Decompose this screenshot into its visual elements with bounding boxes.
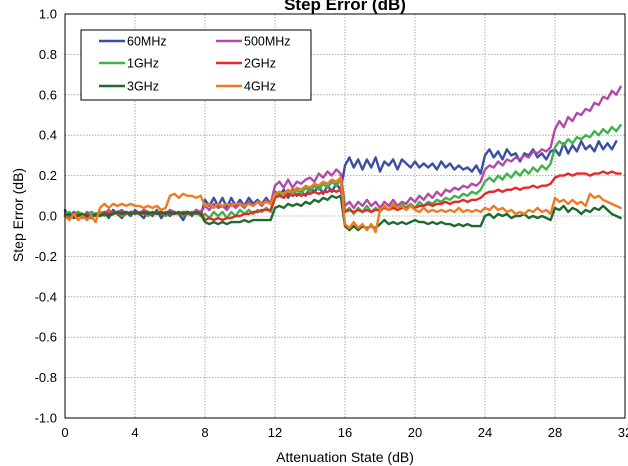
x-tick-label: 4	[131, 425, 138, 440]
y-tick-label: -1.0	[35, 411, 57, 426]
x-tick-label: 16	[338, 425, 352, 440]
legend-label: 2GHz	[244, 57, 276, 71]
x-tick-label: 24	[478, 425, 492, 440]
y-tick-labels: 1.0 0.8 0.6 0.4 0.2 0.0 -0.2 -0.4 -0.6 -0.8 -1.0	[35, 7, 57, 426]
x-tick-labels: 0 4 8 12 16 20 24 28 32	[61, 425, 628, 440]
legend-label: 60MHz	[127, 35, 167, 49]
legend-label: 3GHz	[127, 80, 159, 94]
series-line-4ghz	[63, 176, 622, 234]
y-tick-label: 0.2	[39, 168, 57, 183]
y-tick-label: 0.0	[39, 209, 57, 224]
y-tick-label: -0.4	[35, 289, 57, 304]
x-tick-label: 32	[618, 425, 628, 440]
plot-area-frame	[64, 13, 626, 419]
y-tick-label: 0.4	[39, 128, 57, 143]
x-tick-label: 0	[61, 425, 68, 440]
y-tick-label: 0.6	[39, 87, 57, 102]
y-tick-label: -0.8	[35, 370, 57, 385]
legend-label: 4GHz	[244, 80, 276, 94]
y-tick-label: 0.8	[39, 47, 57, 62]
x-tick-label: 20	[408, 425, 422, 440]
x-tick-label: 28	[548, 425, 562, 440]
legend-label: 1GHz	[127, 57, 159, 71]
y-tick-label: -0.2	[35, 249, 57, 264]
x-tick-label: 12	[268, 425, 282, 440]
y-axis-title: Step Error (dB)	[10, 168, 26, 262]
series-lines	[63, 85, 622, 234]
legend: 60MHz 500MHz 1GHz 2GHz 3GHz 4GHz	[80, 29, 312, 101]
x-tick-label: 8	[201, 425, 208, 440]
y-tick-label: -0.6	[35, 330, 57, 345]
x-axis-title: Attenuation State (dB)	[276, 449, 414, 465]
chart-title: Step Error (dB)	[284, 0, 406, 14]
legend-label: 500MHz	[244, 35, 291, 49]
y-tick-label: 1.0	[39, 7, 57, 22]
